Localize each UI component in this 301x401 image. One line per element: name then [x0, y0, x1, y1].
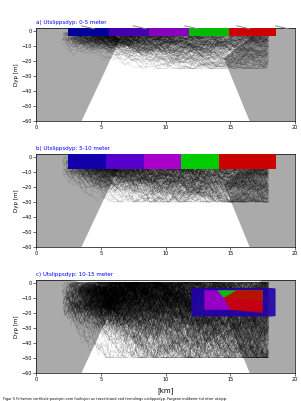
- Text: Figur 5 Frihertes vertikale posisjon som funksjon av travelstand ved formilings : Figur 5 Frihertes vertikale posisjon som…: [3, 397, 227, 401]
- Polygon shape: [224, 154, 295, 247]
- Text: c) Utslippsdyp: 10-15 meter: c) Utslippsdyp: 10-15 meter: [36, 272, 113, 277]
- Polygon shape: [36, 28, 120, 121]
- X-axis label: [km]: [km]: [157, 388, 174, 395]
- Bar: [181, 154, 219, 169]
- Polygon shape: [224, 28, 295, 121]
- Y-axis label: Dyp [m]: Dyp [m]: [14, 189, 19, 212]
- Y-axis label: Dyp [m]: Dyp [m]: [14, 315, 19, 338]
- Bar: [229, 28, 269, 36]
- Bar: [250, 154, 276, 169]
- Bar: [189, 28, 229, 36]
- Bar: [68, 28, 109, 36]
- FancyBboxPatch shape: [191, 288, 276, 316]
- Bar: [149, 28, 189, 36]
- Polygon shape: [224, 290, 262, 313]
- Y-axis label: Dyp [m]: Dyp [m]: [14, 63, 19, 86]
- Polygon shape: [217, 290, 262, 301]
- Polygon shape: [224, 280, 295, 373]
- Bar: [106, 154, 144, 169]
- Bar: [144, 154, 181, 169]
- Polygon shape: [36, 280, 120, 373]
- Text: a) Utslippsdyp: 0-5 meter: a) Utslippsdyp: 0-5 meter: [36, 20, 107, 25]
- Bar: [256, 28, 276, 36]
- Text: b) Utslippsdyp: 5-10 meter: b) Utslippsdyp: 5-10 meter: [36, 146, 110, 151]
- Bar: [109, 28, 149, 36]
- Polygon shape: [204, 290, 262, 310]
- Bar: [68, 154, 106, 169]
- Bar: [219, 154, 256, 169]
- Polygon shape: [36, 154, 120, 247]
